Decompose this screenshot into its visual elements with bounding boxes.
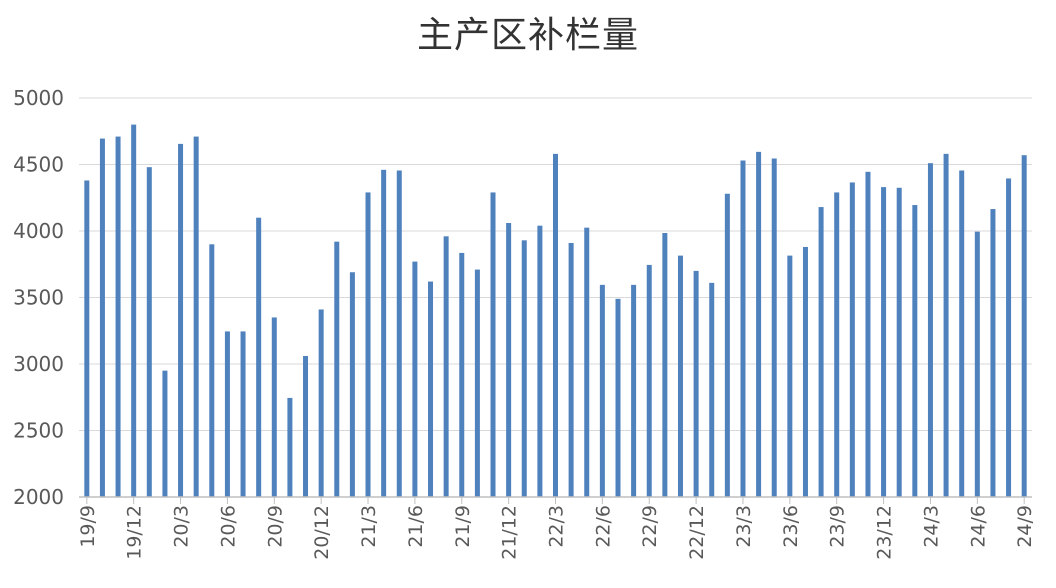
bar bbox=[349, 272, 355, 497]
bar bbox=[521, 240, 527, 497]
bar bbox=[131, 124, 137, 497]
x-tick-label: 20/6 bbox=[217, 505, 239, 548]
bar bbox=[365, 192, 371, 497]
bar bbox=[381, 169, 387, 497]
bar bbox=[849, 182, 855, 497]
x-tick-label: 24/9 bbox=[1014, 505, 1036, 548]
bar bbox=[256, 217, 262, 497]
x-tick-label: 23/12 bbox=[874, 505, 896, 560]
y-tick-label: 4500 bbox=[13, 153, 64, 177]
bar bbox=[287, 397, 293, 497]
x-tick-label: 23/3 bbox=[733, 505, 755, 548]
bar bbox=[787, 255, 793, 497]
bar bbox=[537, 225, 543, 497]
bar bbox=[756, 151, 762, 497]
bar bbox=[396, 170, 402, 498]
bar bbox=[209, 244, 215, 497]
bar bbox=[990, 209, 996, 497]
bar bbox=[677, 255, 683, 497]
bar bbox=[474, 269, 480, 497]
bar bbox=[709, 282, 715, 497]
x-tick-label: 20/3 bbox=[171, 505, 193, 548]
bar bbox=[974, 231, 980, 497]
x-tick-label: 21/9 bbox=[452, 505, 474, 548]
bar bbox=[271, 317, 277, 497]
bar bbox=[912, 205, 918, 497]
bars bbox=[84, 124, 1027, 498]
x-tick-label: 22/12 bbox=[686, 505, 708, 560]
bar bbox=[303, 356, 309, 497]
x-tick-label: 21/6 bbox=[405, 505, 427, 548]
x-tick-label: 22/3 bbox=[546, 505, 568, 548]
x-tick-label: 24/6 bbox=[967, 505, 989, 548]
bar bbox=[553, 153, 558, 498]
bar bbox=[115, 136, 121, 497]
x-tick-label: 21/3 bbox=[358, 505, 380, 548]
x-tick-label: 20/12 bbox=[311, 505, 333, 560]
bar bbox=[959, 170, 965, 498]
y-tick-label: 5000 bbox=[13, 86, 64, 110]
y-tick-label: 4000 bbox=[13, 219, 64, 243]
y-axis-tick-labels: 2000 2500 3000 3500 4000 4500 5000 bbox=[13, 86, 64, 509]
bar bbox=[646, 264, 652, 497]
bar bbox=[240, 331, 246, 497]
y-tick-label: 2000 bbox=[13, 485, 64, 509]
bar bbox=[662, 233, 668, 497]
x-tick-label: 20/9 bbox=[264, 505, 286, 548]
bar bbox=[834, 192, 840, 497]
bar bbox=[193, 136, 199, 497]
y-tick-label: 3000 bbox=[13, 352, 64, 376]
bar bbox=[881, 187, 887, 498]
bar bbox=[631, 284, 637, 497]
bar bbox=[599, 284, 605, 497]
x-tick-label: 22/9 bbox=[639, 505, 661, 548]
bar bbox=[724, 193, 730, 497]
bar bbox=[412, 261, 418, 497]
x-tick-label: 23/9 bbox=[827, 505, 849, 548]
x-axis-tick-labels: 19/9 19/12 20/3 20/6 20/9 20/12 21/3 21/6 21/9 21… bbox=[77, 505, 1036, 560]
chart-title: 主产区补栏量 bbox=[416, 15, 639, 56]
bar bbox=[99, 138, 105, 497]
x-tick-label: 24/3 bbox=[920, 505, 942, 548]
y-tick-label: 3500 bbox=[13, 286, 64, 310]
bar bbox=[162, 370, 168, 497]
x-tick-label: 22/6 bbox=[592, 505, 614, 548]
bar bbox=[865, 171, 871, 497]
bar bbox=[693, 270, 699, 497]
bar bbox=[568, 242, 574, 497]
x-axis bbox=[79, 496, 1032, 504]
bar bbox=[584, 227, 590, 498]
bar bbox=[84, 180, 90, 497]
y-tick-label: 2500 bbox=[13, 419, 64, 443]
bar bbox=[178, 143, 184, 497]
bar bbox=[506, 223, 512, 497]
bar bbox=[927, 163, 933, 498]
bar bbox=[490, 192, 496, 497]
bar bbox=[224, 331, 230, 497]
bar bbox=[1006, 178, 1012, 497]
bar bbox=[459, 252, 465, 497]
x-tick-label: 21/12 bbox=[499, 505, 521, 560]
bar bbox=[318, 309, 324, 497]
bar bbox=[818, 207, 824, 497]
x-tick-label: 19/12 bbox=[124, 505, 146, 560]
bar bbox=[802, 246, 808, 497]
bar bbox=[334, 241, 340, 497]
bar bbox=[1021, 155, 1027, 497]
bar bbox=[428, 281, 434, 497]
bar bbox=[943, 153, 949, 498]
bar bbox=[740, 160, 746, 497]
bar bbox=[771, 158, 777, 497]
x-tick-label: 19/9 bbox=[77, 505, 99, 548]
bar bbox=[146, 167, 152, 497]
x-tick-label: 23/6 bbox=[780, 505, 802, 548]
bar bbox=[615, 298, 621, 497]
bar bbox=[896, 187, 902, 497]
bar bbox=[443, 236, 449, 497]
